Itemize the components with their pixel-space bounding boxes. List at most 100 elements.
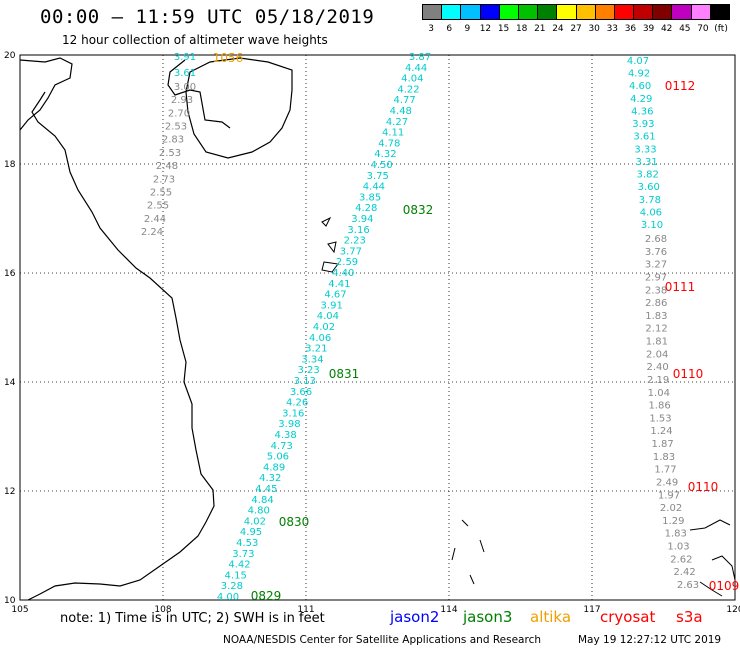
footer-note: note: 1) Time is in UTC; 2) SWH is in fe…: [60, 611, 325, 626]
wave-height-value: 3.75: [367, 171, 389, 182]
legend-swatch: [614, 5, 635, 19]
wave-height-value: 2.19: [647, 375, 669, 386]
lon-tick-label: 111: [297, 605, 314, 615]
wave-height-value: 4.07: [627, 56, 649, 67]
legend-label: 12: [479, 24, 492, 34]
wave-height-value: 1.86: [648, 401, 670, 412]
pass-time-label: 1056: [213, 51, 244, 65]
wave-height-value: 3.16: [347, 225, 369, 236]
legend-swatch: [710, 5, 729, 19]
wave-height-value: 2.04: [646, 349, 668, 360]
pass-time-label: 0111: [665, 280, 696, 294]
wave-height-value: 2.97: [645, 272, 667, 283]
legend-label: 45: [679, 24, 691, 34]
wave-height-value: 3.13: [294, 376, 316, 387]
legend-label: 33: [606, 24, 619, 34]
legend-swatch: [595, 5, 615, 19]
wave-height-value: 2.38: [645, 285, 667, 296]
wave-height-tracks: 3.91 3.61 3.00 2.93 2.70 2.53 2.83 2.53 2.48 2.73…: [141, 52, 699, 603]
pass-time-label: 0832: [403, 203, 434, 217]
wave-height-value: 4.32: [259, 473, 281, 484]
legend-label: 70: [697, 24, 709, 34]
legend-label: 42: [660, 24, 673, 34]
wave-height-value: 3.10: [641, 220, 663, 231]
wave-height-value: 3.61: [174, 68, 196, 79]
graticule: [19, 54, 736, 601]
lat-tick-label: 18: [4, 160, 16, 170]
map-frame: [19, 54, 736, 601]
legend-label: 18: [515, 24, 528, 34]
wave-height-value: 4.22: [397, 84, 419, 95]
lat-tick-label: 20: [4, 51, 16, 61]
legend-label: 30: [588, 24, 600, 34]
wave-height-value: 4.27: [386, 117, 408, 128]
wave-height-value: 2.49: [656, 477, 678, 488]
wave-height-value: 2.53: [159, 148, 181, 159]
wave-height-value: 5.06: [267, 452, 289, 463]
wave-height-value: 1.24: [650, 426, 672, 437]
wave-height-value: 3.21: [305, 344, 327, 355]
wave-height-value: 3.77: [340, 246, 362, 257]
lon-tick-label: 117: [583, 605, 600, 615]
lat-tick-label: 16: [4, 269, 16, 279]
wave-height-value: 4.38: [274, 430, 296, 441]
pass-time-labels: 1056 0112 0832 0111 0831 0110 0830 0829 0110 0109: [213, 51, 740, 603]
legend-labels: 3 6 9 12 15 18 21 24 27 30 33 36 39 42 45 70 (ft): [422, 24, 730, 34]
wave-height-value: 4.02: [244, 516, 266, 527]
wave-height-value: 4.95: [240, 527, 262, 538]
legend-label: 6: [446, 24, 453, 34]
wave-height-value: 2.55: [150, 187, 172, 198]
wave-height-value: 1.97: [658, 490, 680, 501]
wave-height-value: 3.91: [174, 52, 196, 63]
lon-tick-label: 108: [154, 605, 171, 615]
legend-swatch: [499, 5, 519, 19]
pass-time-label: 0830: [279, 515, 310, 529]
wave-height-value: 3.94: [351, 214, 373, 225]
pass-time-label: 0110: [688, 480, 719, 494]
wave-height-value: 2.44: [144, 214, 166, 225]
legend-label: 9: [464, 24, 471, 34]
coastline-hainan: [185, 57, 293, 159]
legend-unit: (ft): [714, 24, 728, 34]
wave-height-value: 4.41: [328, 279, 350, 290]
wave-height-value: 1.83: [665, 529, 687, 540]
wave-height-value: 1.87: [652, 439, 674, 450]
wave-height-value: 3.28: [221, 581, 243, 592]
legend-swatch: [634, 5, 654, 19]
legend-swatch: [461, 5, 481, 19]
legend-swatch: [518, 5, 539, 19]
wave-height-value: 3.73: [232, 549, 254, 560]
color-legend: 3 6 9 12 15 18 21 24 27 30 33 36 39 42 45 70 (ft): [422, 4, 730, 34]
legend-swatch: [576, 5, 596, 19]
wave-height-value: 2.62: [670, 554, 692, 565]
page-subtitle: 12 hour collection of altimeter wave hei…: [62, 33, 328, 47]
footer-credit: NOAA/NESDIS Center for Satellite Applica…: [223, 634, 541, 646]
wave-height-value: 4.80: [248, 506, 270, 517]
wave-height-value: 3.76: [645, 247, 667, 258]
wave-height-value: 4.00: [217, 592, 239, 603]
wave-height-value: 4.42: [228, 560, 250, 571]
wave-height-value: 1.29: [662, 516, 684, 527]
legend-label: 39: [642, 24, 655, 34]
wave-height-value: 4.45: [255, 484, 277, 495]
wave-height-value: 3.33: [634, 144, 656, 155]
wave-height-value: 3.31: [635, 157, 657, 168]
wave-height-value: 3.82: [637, 170, 659, 181]
wave-height-value: 1.83: [653, 452, 675, 463]
wave-height-value: 2.53: [165, 122, 187, 133]
wave-height-value: 2.63: [677, 580, 699, 591]
wave-height-value: 3.34: [301, 354, 323, 365]
legend-swatch: [442, 5, 462, 19]
wave-height-value: 1.53: [649, 413, 671, 424]
wave-height-value: 2.59: [336, 257, 358, 268]
legend-swatch: [538, 5, 558, 19]
wave-height-value: 4.53: [236, 538, 258, 549]
legend-label: 3: [428, 24, 434, 34]
wave-height-value: 3.27: [645, 260, 667, 271]
wave-height-value: 4.11: [382, 128, 404, 139]
wave-height-value: 1.77: [654, 465, 676, 476]
footer-timestamp: May 19 12:27:12 UTC 2019: [578, 634, 722, 646]
legend-swatch: [423, 5, 443, 19]
wave-height-value: 4.29: [630, 94, 652, 105]
wave-height-value: 4.36: [631, 106, 653, 117]
